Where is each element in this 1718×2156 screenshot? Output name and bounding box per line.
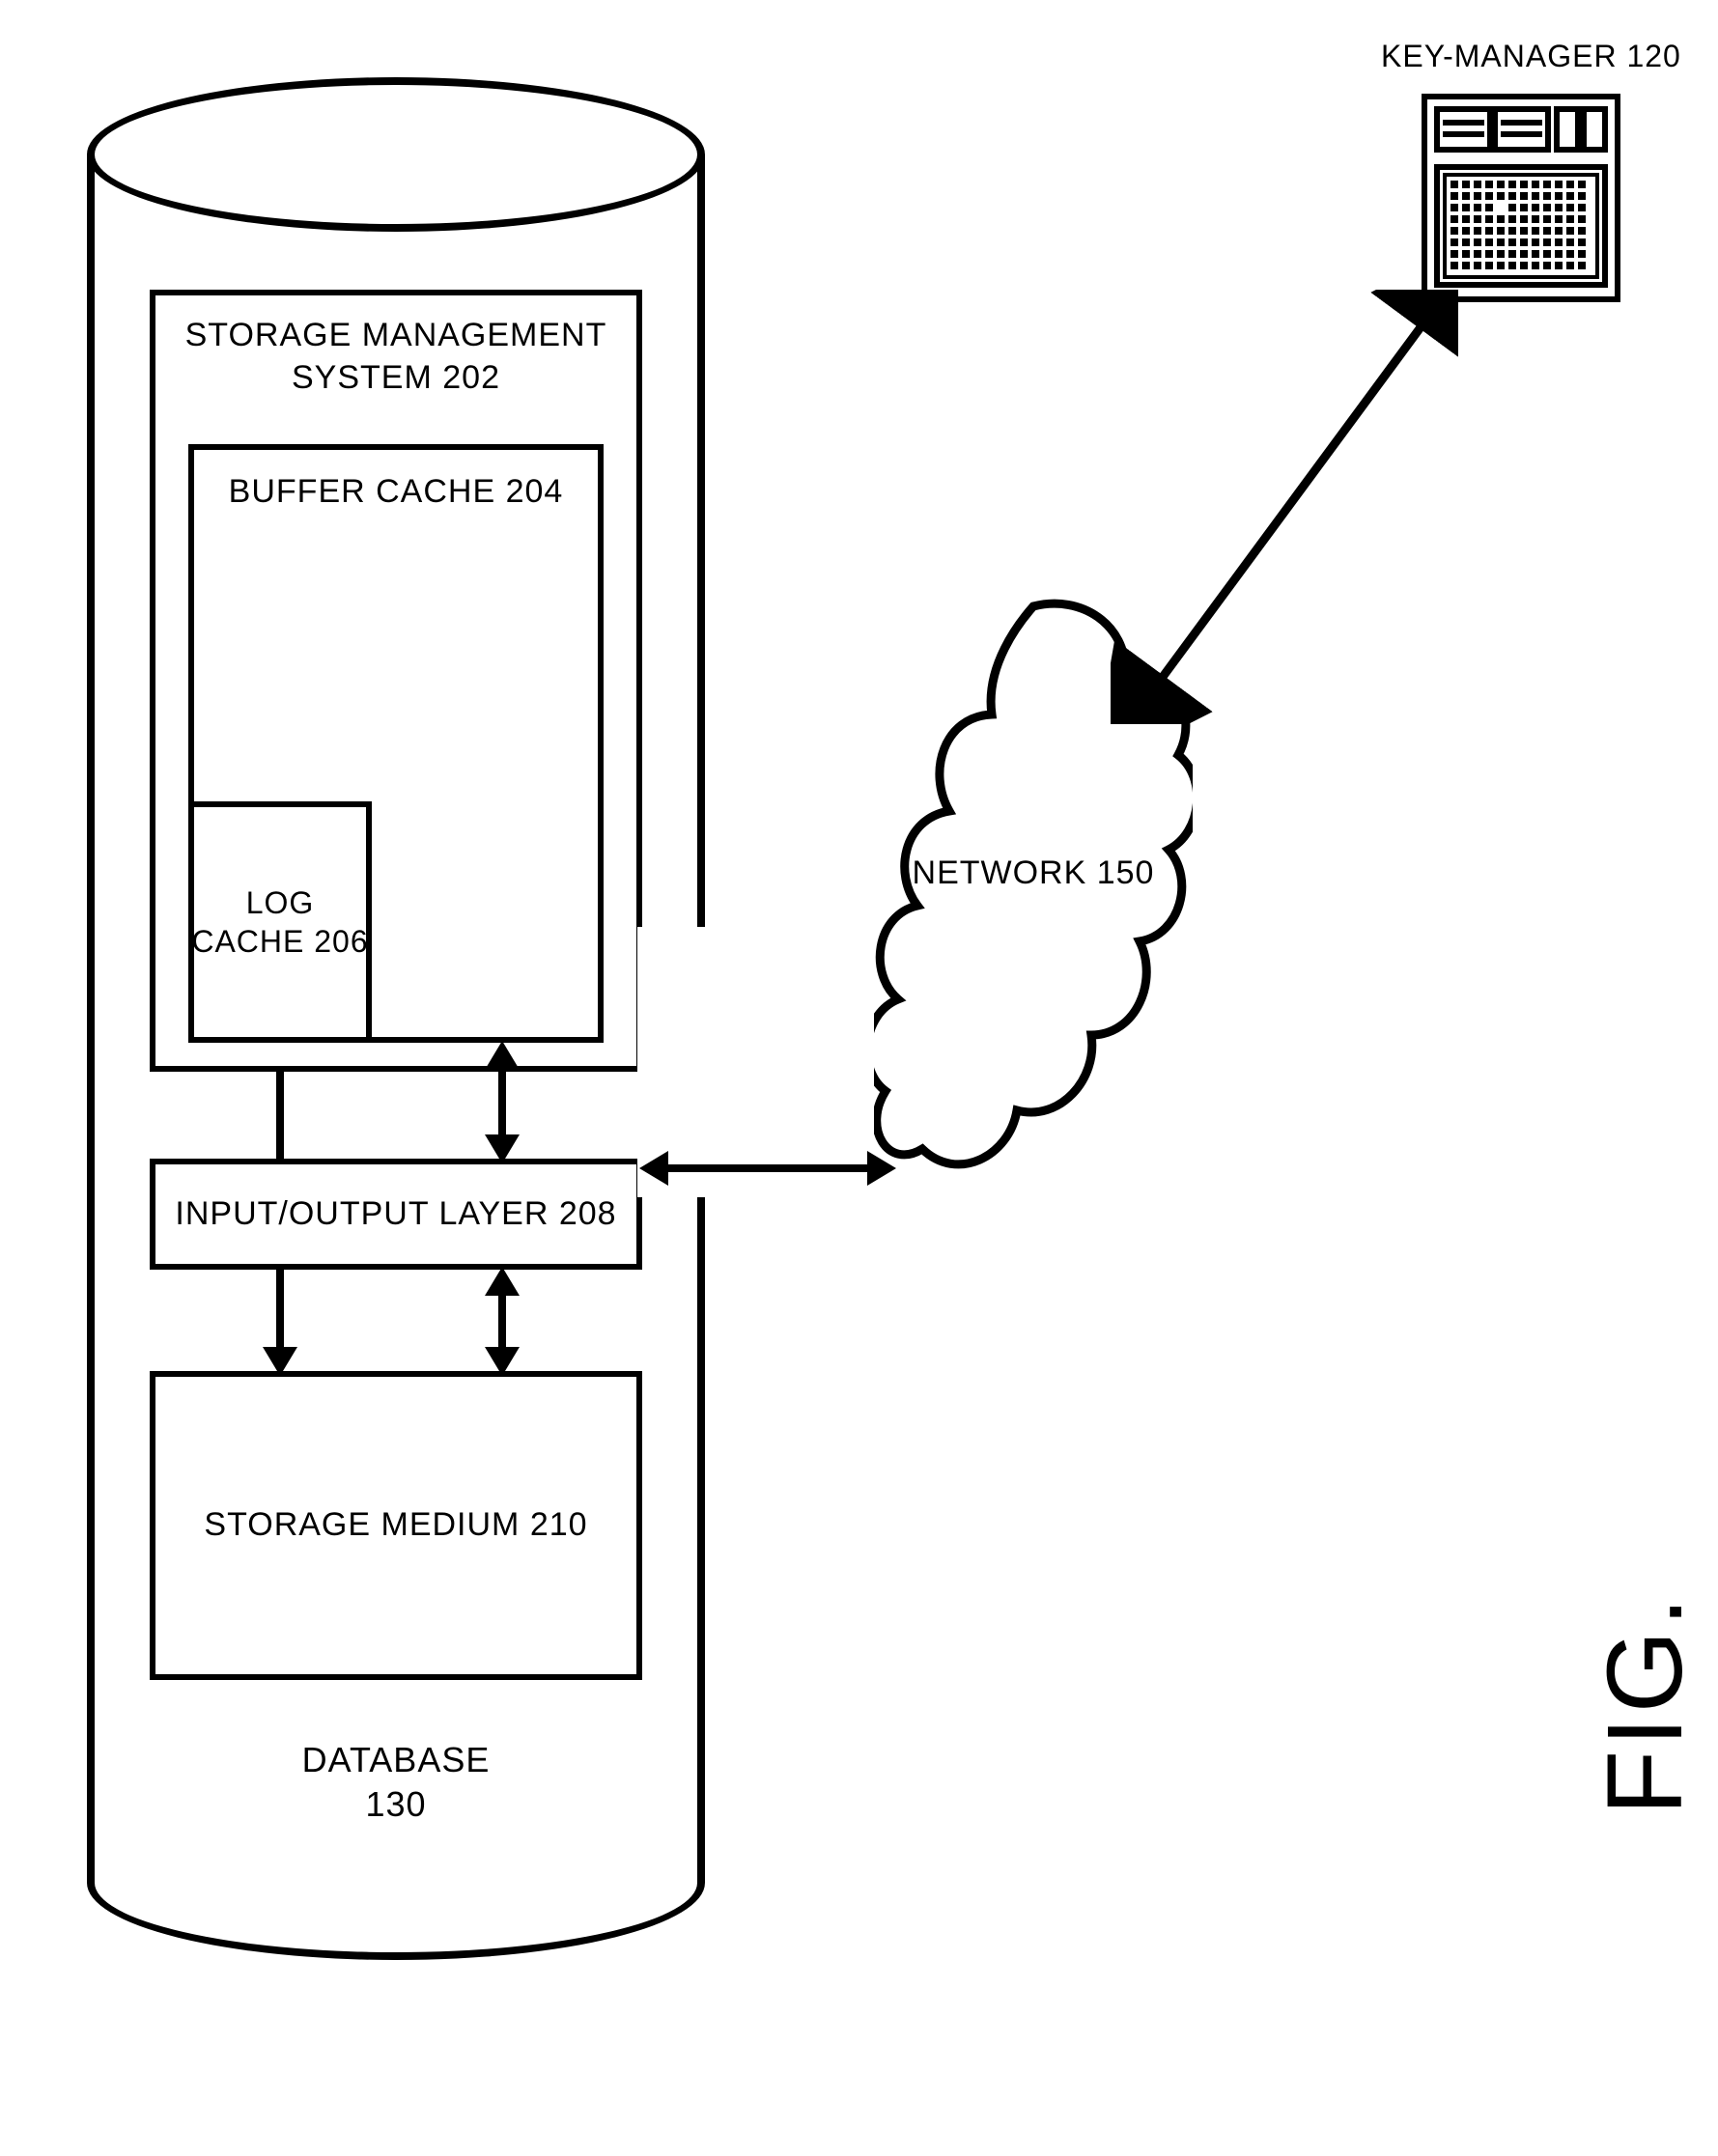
arrow-io-cloud-line	[664, 1164, 872, 1172]
database-label: DATABASE 130	[87, 1738, 705, 1827]
cylinder-top	[87, 77, 705, 232]
arrowhead-up-icon	[485, 1267, 520, 1296]
network-label-final: NETWORK 150	[874, 854, 1193, 892]
buffer-cache-label: BUFFER CACHE 204	[188, 473, 604, 511]
arrowhead-down-icon	[485, 1134, 520, 1163]
arrowhead-down-icon	[263, 1347, 297, 1376]
figure-number: FIG. 2	[1584, 1593, 1718, 1815]
server-icon	[1420, 92, 1622, 314]
arrowhead-down-icon	[485, 1347, 520, 1376]
arrowhead-right-icon	[867, 1151, 896, 1186]
storage-management-label: STORAGE MANAGEMENT SYSTEM 202	[150, 314, 642, 399]
storage-medium-label: STORAGE MEDIUM 210	[150, 1506, 642, 1544]
io-layer-label: INPUT/OUTPUT LAYER 208	[150, 1195, 642, 1233]
arrowhead-left-icon	[639, 1151, 668, 1186]
figure-canvas: STORAGE MANAGEMENT SYSTEM 202 BUFFER CAC…	[0, 0, 1718, 2156]
log-cache-label: LOG CACHE 206	[188, 883, 372, 961]
arrowhead-up-icon	[485, 1041, 520, 1070]
arrow-cloud-to-server	[1111, 290, 1458, 724]
key-manager-label: KEY-MANAGER 120	[1381, 39, 1671, 74]
